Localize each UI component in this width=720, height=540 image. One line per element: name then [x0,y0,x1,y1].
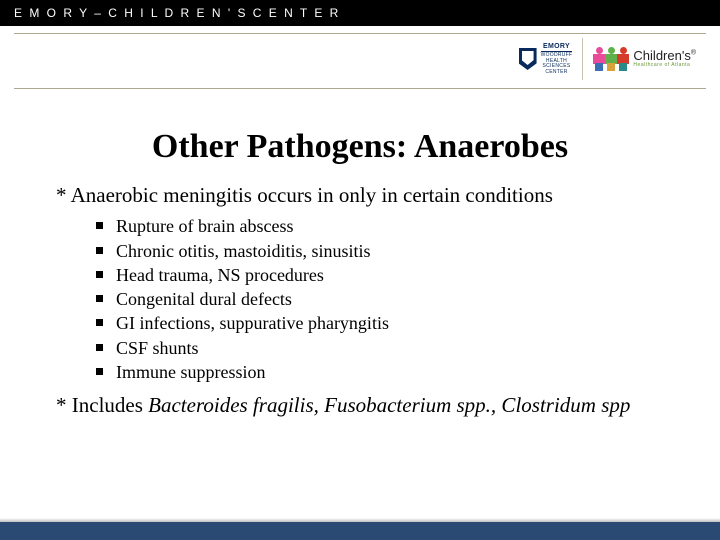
emory-logo: EMORY WOODRUFF HEALTH SCIENCES CENTER [519,43,573,76]
slide: E M O R Y – C H I L D R E N ' S C E N T … [0,0,720,540]
bullet-text: Anaerobic meningitis occurs in only in c… [71,183,553,207]
bullet-level1: * Includes Bacteroides fragilis, Fusobac… [56,392,664,418]
registered-icon: ® [691,50,696,57]
bullet-item: Rupture of brain abscess [96,214,664,238]
bullet-text-italic: Bacteroides fragilis, Fusobacterium spp.… [148,393,630,417]
bullet-item: GI infections, suppurative pharyngitis [96,311,664,335]
divider-line [14,33,706,34]
kid-icon [605,47,617,71]
shield-icon [519,48,537,70]
bullet-item: Congenital dural defects [96,287,664,311]
bullet-list-level2: Rupture of brain abscess Chronic otitis,… [56,214,664,384]
bullet-item: Chronic otitis, mastoiditis, sinusitis [96,239,664,263]
bullet-text: Includes [72,393,148,417]
bullet-level1: * Anaerobic meningitis occurs in only in… [56,182,664,208]
childrens-subtitle: Healthcare of Atlanta [633,62,696,68]
childrens-text-block: Children's® Healthcare of Atlanta [633,50,696,68]
divider-line [14,88,706,89]
logo-divider [582,38,583,80]
header-bar: E M O R Y – C H I L D R E N ' S C E N T … [0,0,720,26]
slide-title: Other Pathogens: Anaerobes [0,128,720,166]
star-bullet-icon: * [56,183,71,207]
kid-icon [617,47,629,71]
footer-bar [0,522,720,540]
content-area: * Anaerobic meningitis occurs in only in… [56,182,664,425]
bullet-item: Immune suppression [96,360,664,384]
childrens-word: Children's [633,48,690,63]
kids-icon [593,47,629,71]
emory-line: EMORY [541,43,573,51]
kid-icon [593,47,605,71]
logo-group: EMORY WOODRUFF HEALTH SCIENCES CENTER Ch… [519,38,696,80]
emory-line: CENTER [541,70,573,76]
bullet-item: CSF shunts [96,336,664,360]
childrens-logo: Children's® Healthcare of Atlanta [593,47,696,71]
childrens-wordmark: Children's® [633,50,696,62]
emory-wordmark: EMORY WOODRUFF HEALTH SCIENCES CENTER [541,43,573,76]
header-org-text: E M O R Y – C H I L D R E N ' S C E N T … [14,6,340,20]
star-bullet-icon: * [56,393,72,417]
bullet-item: Head trauma, NS procedures [96,263,664,287]
